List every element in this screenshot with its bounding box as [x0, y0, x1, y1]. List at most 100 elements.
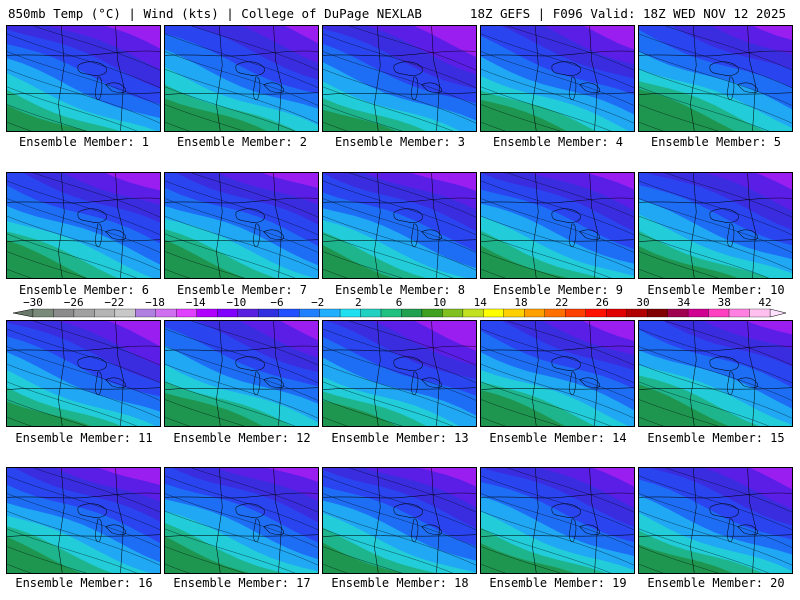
colorbar-right-arrow	[769, 308, 787, 318]
ensemble-member-label: Ensemble Member: 13	[331, 431, 469, 445]
colorbar-swatch	[401, 308, 423, 318]
ensemble-member-map	[638, 172, 793, 279]
ensemble-member-map	[638, 320, 793, 427]
ensemble-member-map	[480, 25, 635, 132]
ensemble-member-label: Ensemble Member: 12	[173, 431, 311, 445]
ensemble-member-map	[6, 467, 161, 574]
colorbar-swatch	[237, 308, 259, 318]
colorbar-swatch	[94, 308, 116, 318]
colorbar-tick-label: −14	[186, 296, 206, 309]
ensemble-member-label: Ensemble Member: 4	[492, 135, 624, 149]
colorbar-tick-label: 22	[555, 296, 568, 309]
colorbar-swatch	[442, 308, 464, 318]
colorbar-swatch	[524, 308, 545, 318]
colorbar-swatch	[483, 308, 505, 318]
colorbar-tick-label: 38	[718, 296, 731, 309]
ensemble-member-map	[322, 172, 477, 279]
colorbar-tick-label: −18	[145, 296, 165, 309]
colorbar-tick-label: 30	[636, 296, 649, 309]
colorbar-swatch	[53, 308, 75, 318]
ensemble-member-map	[638, 25, 793, 132]
colorbar-swatch	[155, 308, 177, 318]
colorbar-swatch	[606, 308, 627, 318]
colorbar-swatch	[135, 308, 156, 318]
colorbar-swatch	[339, 308, 361, 318]
colorbar-swatch	[421, 308, 443, 318]
ensemble-member-label: Ensemble Member: 10	[647, 283, 785, 297]
ensemble-member-map	[480, 467, 635, 574]
ensemble-member-map	[322, 467, 477, 574]
ensemble-member-map	[164, 172, 319, 279]
ensemble-member-label: Ensemble Member: 19	[489, 576, 627, 590]
colorbar-tick-label: 14	[474, 296, 488, 309]
ensemble-member-map	[638, 467, 793, 574]
colorbar-swatch	[32, 308, 54, 318]
colorbar-swatch	[196, 308, 218, 318]
ensemble-member-map	[6, 172, 161, 279]
colorbar-tick-label: −6	[270, 296, 283, 309]
colorbar-swatch	[258, 308, 279, 318]
ensemble-member-label: Ensemble Member: 7	[176, 283, 308, 297]
colorbar-left-arrow	[12, 308, 34, 318]
colorbar-swatch	[114, 308, 136, 318]
run-valid-time: 18Z GEFS | F096 Valid: 18Z WED NOV 12 20…	[469, 6, 786, 21]
colorbar-swatch	[278, 308, 300, 318]
ensemble-member-map	[322, 320, 477, 427]
colorbar-swatch	[585, 308, 607, 318]
colorbar-tick-label: 2	[355, 296, 362, 309]
colorbar-swatch	[728, 308, 750, 318]
ensemble-member-label: Ensemble Member: 1	[18, 135, 150, 149]
ensemble-member-label: Ensemble Member: 9	[492, 283, 624, 297]
ensemble-member-map	[6, 320, 161, 427]
colorbar-tick-label: −10	[226, 296, 246, 309]
colorbar-swatch	[217, 308, 238, 318]
ensemble-member-map	[6, 25, 161, 132]
ensemble-member-label: Ensemble Member: 3	[334, 135, 466, 149]
colorbar-tick-label: 34	[677, 296, 691, 309]
colorbar-tick-label: 18	[514, 296, 527, 309]
ensemble-member-map	[322, 25, 477, 132]
ensemble-member-map	[164, 320, 319, 427]
colorbar-swatch	[749, 308, 771, 318]
ensemble-member-map	[164, 467, 319, 574]
colorbar-swatch	[667, 308, 689, 318]
colorbar-swatch	[626, 308, 648, 318]
ensemble-member-label: Ensemble Member: 5	[650, 135, 782, 149]
colorbar-swatch	[565, 308, 586, 318]
colorbar-tick-label: −26	[64, 296, 84, 309]
ensemble-member-label: Ensemble Member: 17	[173, 576, 311, 590]
ensemble-member-map	[164, 25, 319, 132]
ensemble-member-label: Ensemble Member: 16	[15, 576, 153, 590]
ensemble-member-label: Ensemble Member: 6	[18, 283, 150, 297]
colorbar-tick-label: 10	[433, 296, 446, 309]
colorbar-swatch	[647, 308, 668, 318]
colorbar-tick-label: 26	[596, 296, 609, 309]
ensemble-member-map	[480, 320, 635, 427]
colorbar-swatch	[687, 308, 709, 318]
colorbar-swatch	[73, 308, 95, 318]
ensemble-member-label: Ensemble Member: 8	[334, 283, 466, 297]
colorbar-swatch	[708, 308, 730, 318]
colorbar-tick-label: 42	[758, 296, 771, 309]
ensemble-member-label: Ensemble Member: 20	[647, 576, 785, 590]
ensemble-member-label: Ensemble Member: 18	[331, 576, 469, 590]
ensemble-member-label: Ensemble Member: 14	[489, 431, 627, 445]
colorbar-tick-label: 6	[396, 296, 403, 309]
ensemble-member-label: Ensemble Member: 11	[15, 431, 153, 445]
colorbar-swatch	[360, 308, 382, 318]
colorbar-swatch	[298, 308, 320, 318]
colorbar-tick-label: −2	[311, 296, 324, 309]
ensemble-member-label: Ensemble Member: 15	[647, 431, 785, 445]
temperature-colorbar: −30 −26 −22 −18 −14 −10 −6 −2 2 6 10 14 18 22 26 30 34 38…	[0, 296, 800, 320]
colorbar-swatch	[380, 308, 402, 318]
colorbar-swatch	[503, 308, 525, 318]
colorbar-swatch	[176, 308, 197, 318]
ensemble-member-map	[480, 172, 635, 279]
colorbar-swatch	[319, 308, 341, 318]
ensemble-member-label: Ensemble Member: 2	[176, 135, 308, 149]
colorbar-tick-label: −30	[23, 296, 43, 309]
colorbar-swatch	[544, 308, 566, 318]
colorbar-tick-label: −22	[104, 296, 124, 309]
chart-title: 850mb Temp (°C) | Wind (kts) | College o…	[8, 6, 422, 21]
colorbar-swatch	[462, 308, 484, 318]
